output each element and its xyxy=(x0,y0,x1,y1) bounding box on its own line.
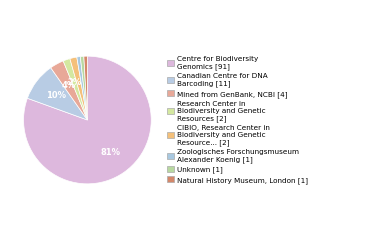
Text: 2%: 2% xyxy=(67,78,82,87)
Wedge shape xyxy=(51,61,87,120)
Text: 81%: 81% xyxy=(100,148,120,157)
Wedge shape xyxy=(24,56,151,184)
Legend: Centre for Biodiversity
Genomics [91], Canadian Centre for DNA
Barcoding [11], M: Centre for Biodiversity Genomics [91], C… xyxy=(167,56,308,184)
Wedge shape xyxy=(80,56,87,120)
Wedge shape xyxy=(63,59,87,120)
Text: 10%: 10% xyxy=(46,91,66,101)
Wedge shape xyxy=(27,68,87,120)
Text: 4%: 4% xyxy=(61,81,76,90)
Wedge shape xyxy=(70,57,87,120)
Wedge shape xyxy=(84,56,87,120)
Wedge shape xyxy=(77,57,87,120)
